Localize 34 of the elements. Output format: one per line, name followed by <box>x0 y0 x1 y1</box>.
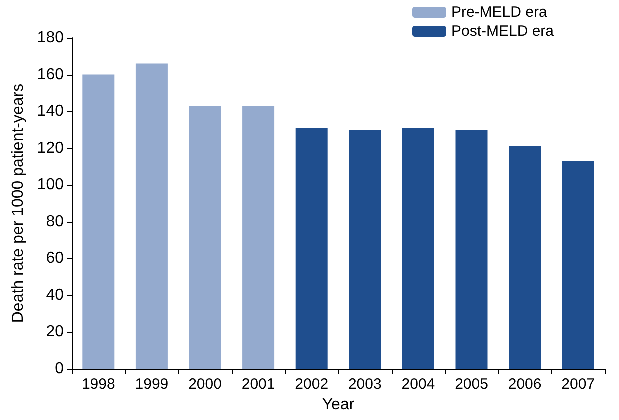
x-tick-label: 1999 <box>135 376 169 393</box>
y-tick-label: 180 <box>37 30 64 46</box>
legend-label: Post-MELD era <box>451 23 555 40</box>
bar <box>82 74 115 369</box>
x-tick-label: 2002 <box>295 376 329 393</box>
y-tick-label: 20 <box>46 324 64 341</box>
x-tick-label: 2005 <box>455 376 488 393</box>
bar <box>189 106 222 369</box>
y-tick-label: 140 <box>37 103 64 120</box>
x-tick-label: 2007 <box>562 376 596 393</box>
y-tick-label: 40 <box>46 286 64 304</box>
bar <box>562 161 594 369</box>
y-tick-label: 160 <box>37 66 64 84</box>
x-tick-label: 2000 <box>188 376 222 393</box>
bar <box>402 128 434 369</box>
x-tick-label: 1998 <box>82 376 116 393</box>
x-tick-label: 2001 <box>242 376 276 393</box>
bar <box>296 128 328 369</box>
x-tick-label: 2003 <box>348 376 382 393</box>
y-axis-title: Death rate per 1000 patient-years <box>10 84 27 324</box>
y-tick-label: 0 <box>55 360 64 378</box>
bar <box>456 130 488 369</box>
y-tick-label: 120 <box>37 140 64 157</box>
bar <box>136 64 168 369</box>
bar <box>509 146 542 369</box>
x-tick-label: 2006 <box>508 376 542 393</box>
legend-label: Pre-MELD era <box>451 4 548 21</box>
y-tick-label: 80 <box>46 213 64 230</box>
x-tick-label: 2004 <box>402 376 436 393</box>
y-tick-label: 60 <box>46 250 64 268</box>
x-axis-title: Year <box>322 396 356 414</box>
bar <box>349 130 382 369</box>
y-tick-label: 100 <box>37 176 64 194</box>
bar <box>242 106 275 369</box>
